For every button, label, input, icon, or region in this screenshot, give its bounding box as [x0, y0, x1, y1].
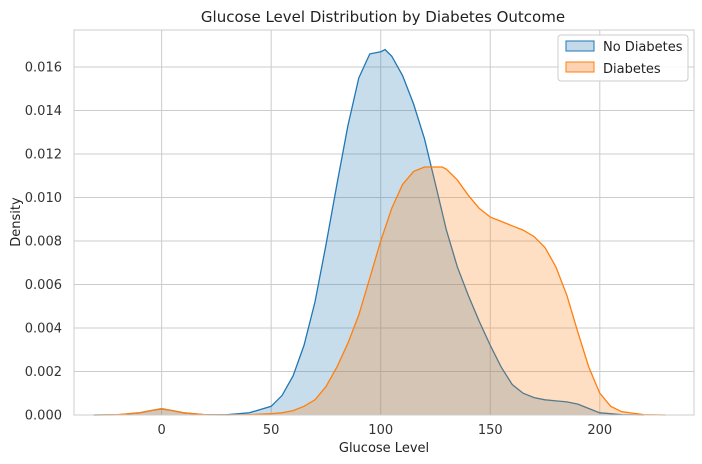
- plot-frame: [73, 29, 695, 416]
- series-areas: [93, 48, 666, 416]
- y-axis-label: Density: [9, 197, 24, 247]
- y-tick-label: 0.000: [25, 409, 62, 424]
- y-tick-labels: 0.000 0.002 0.004 0.006 0.008 0.010 0.012 0.014…: [25, 60, 62, 423]
- x-tick-label: 0: [157, 423, 165, 438]
- x-tick-labels: 0 50 100 150 200: [157, 423, 612, 438]
- legend-label-diabetes: Diabetes: [603, 62, 661, 77]
- x-tick-label: 50: [263, 423, 280, 438]
- legend-label-no-diabetes: No Diabetes: [603, 40, 683, 55]
- y-tick-label: 0.002: [25, 365, 62, 380]
- chart-title: Glucose Level Distribution by Diabetes O…: [201, 8, 565, 26]
- legend-swatch-diabetes: [565, 61, 595, 73]
- x-tick-label: 150: [478, 423, 503, 438]
- y-tick-label: 0.004: [25, 321, 62, 336]
- legend: No Diabetes Diabetes: [557, 34, 689, 82]
- x-tick-label: 200: [587, 423, 612, 438]
- x-axis-label: Glucose Level: [339, 441, 429, 456]
- y-tick-label: 0.012: [25, 147, 62, 162]
- y-tick-label: 0.010: [25, 191, 62, 206]
- y-tick-label: 0.006: [25, 278, 62, 293]
- area-no-diabetes: [93, 49, 644, 415]
- y-tick-label: 0.016: [25, 60, 62, 75]
- legend-swatch-no-diabetes: [565, 40, 595, 52]
- y-tick-label: 0.014: [25, 104, 62, 119]
- area-diabetes: [93, 167, 666, 415]
- y-tick-label: 0.008: [25, 234, 62, 249]
- x-tick-label: 100: [368, 423, 393, 438]
